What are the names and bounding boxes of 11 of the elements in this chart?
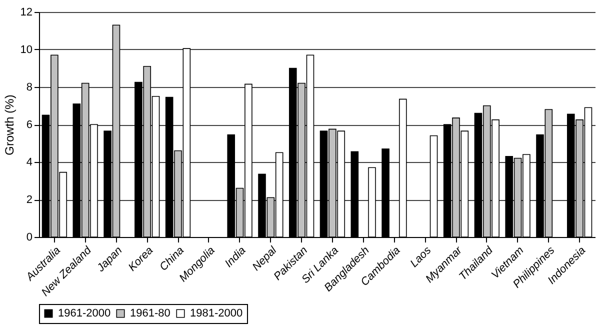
y-tick-label: 2 [26, 194, 32, 206]
y-tick-label: 6 [26, 119, 32, 131]
legend-label: 1961-2000 [58, 308, 111, 320]
y-tick-label: 0 [26, 232, 32, 244]
y-axis-title: Growth (%) [2, 94, 16, 156]
legend-label: 1961-80 [130, 308, 170, 320]
y-tick-label: 4 [26, 156, 32, 168]
y-tick-label: 10 [20, 44, 32, 56]
y-tick-label: 8 [26, 82, 32, 94]
y-tick-label: 12 [20, 6, 32, 18]
legend-label: 1981-2000 [190, 308, 243, 320]
